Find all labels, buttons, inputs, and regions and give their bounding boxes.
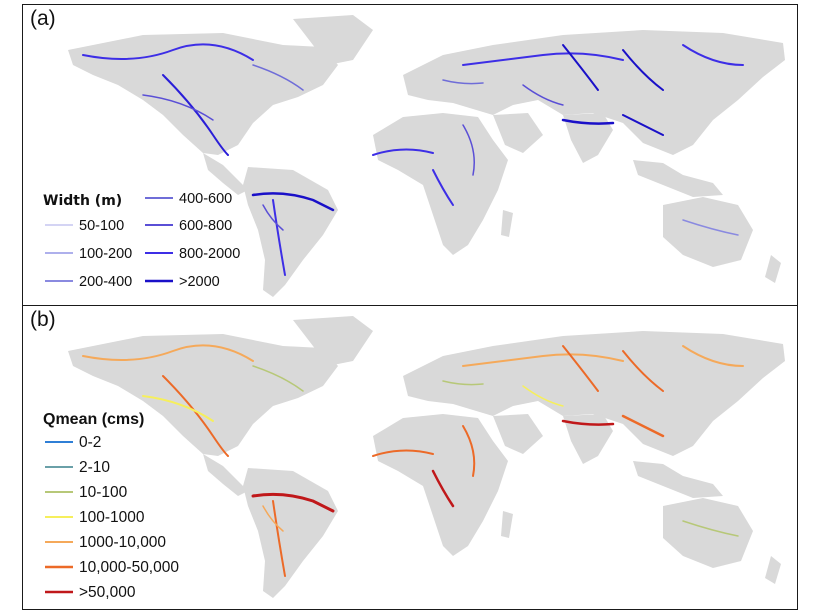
legend-label: 1000-10,000	[79, 534, 166, 551]
discharge-legend-item-1: 0-2	[45, 434, 101, 451]
river-network-discharge	[82, 344, 744, 577]
world-map-discharge: Qmean (cms) 0-2 2-10 10-100 100-1000 100…	[43, 316, 785, 601]
discharge-legend-item-2: 2-10	[45, 459, 110, 476]
discharge-legend-item-7: >50,000	[45, 584, 136, 601]
width-legend: Width (m) 50-100 100-200 200-400 400-600…	[43, 191, 240, 290]
legend-label: >50,000	[79, 584, 136, 601]
legend-label: 100-1000	[79, 509, 145, 526]
legend-label: >2000	[179, 274, 220, 290]
legend-label: 50-100	[79, 218, 124, 234]
width-legend-title: Width (m)	[43, 193, 122, 209]
river-width-map-panel: Width (m) 50-100 100-200 200-400 400-600…	[22, 4, 798, 306]
width-legend-item-3: 200-400	[45, 274, 132, 290]
river-discharge-map-panel: Qmean (cms) 0-2 2-10 10-100 100-1000 100…	[22, 305, 798, 610]
panel-b-label: (b)	[30, 308, 56, 331]
land-masses	[68, 15, 785, 297]
legend-label: 800-2000	[179, 246, 240, 262]
world-map-width: Width (m) 50-100 100-200 200-400 400-600…	[43, 15, 785, 297]
river-network-width	[82, 43, 744, 276]
legend-label: 10,000-50,000	[79, 559, 179, 576]
discharge-legend: Qmean (cms) 0-2 2-10 10-100 100-1000 100…	[43, 411, 179, 601]
width-legend-item-6: 800-2000	[145, 246, 240, 262]
legend-label: 10-100	[79, 484, 128, 501]
legend-label: 600-800	[179, 218, 232, 234]
width-legend-item-1: 50-100	[45, 218, 124, 234]
legend-label: 400-600	[179, 191, 232, 207]
legend-label: 200-400	[79, 274, 132, 290]
width-legend-item-7: >2000	[145, 274, 220, 290]
width-legend-item-4: 400-600	[145, 191, 232, 207]
discharge-legend-item-5: 1000-10,000	[45, 534, 166, 551]
discharge-legend-item-6: 10,000-50,000	[45, 559, 179, 576]
width-legend-item-2: 100-200	[45, 246, 132, 262]
discharge-legend-title: Qmean (cms)	[43, 411, 144, 428]
legend-label: 0-2	[79, 434, 101, 451]
width-legend-item-5: 600-800	[145, 218, 232, 234]
land-masses	[68, 316, 785, 598]
panel-a-label: (a)	[30, 7, 56, 30]
discharge-legend-item-3: 10-100	[45, 484, 128, 501]
legend-label: 100-200	[79, 246, 132, 262]
discharge-legend-item-4: 100-1000	[45, 509, 145, 526]
legend-label: 2-10	[79, 459, 110, 476]
